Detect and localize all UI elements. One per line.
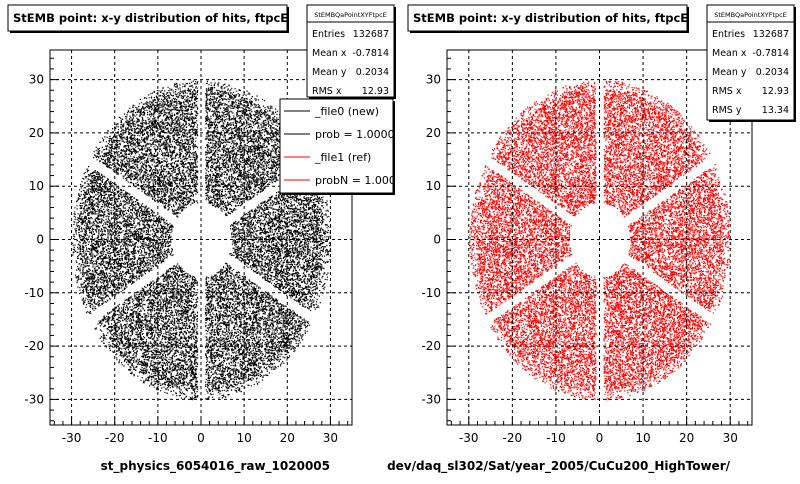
legend: _file0 (new) prob = 1.000000 _file1 (ref) p…	[284, 105, 417, 187]
stats-label: Mean x	[312, 48, 347, 59]
x-tick-label: 10	[237, 431, 252, 445]
legend-entry: _file1 (ref)	[314, 151, 371, 164]
x-tick-label: 0	[197, 431, 205, 445]
legend-entry: prob = 1.000000	[315, 128, 409, 141]
stats-label: RMS x	[712, 86, 742, 97]
x-tick-label: 30	[723, 431, 738, 445]
y-tick-label: -20	[421, 339, 441, 353]
stats-label: Entries	[712, 29, 745, 40]
y-tick-label: 30	[29, 73, 44, 87]
x-tick-label: 0	[596, 431, 604, 445]
stats-value: 132687	[353, 29, 389, 40]
x-tick-label: -10	[148, 431, 168, 445]
y-tick-label: -20	[24, 339, 44, 353]
title-box	[407, 4, 688, 32]
stats-value: -0.7814	[352, 48, 389, 59]
stats-box	[706, 4, 795, 121]
x-axis-label: dev/daq_sl302/Sat/year_2005/CuCu200_High…	[387, 459, 731, 474]
x-tick-label: -30	[459, 431, 479, 445]
stats-value: 12.93	[362, 86, 389, 97]
x-tick-label: -30	[62, 431, 82, 445]
y-tick-label: 10	[29, 179, 44, 193]
legend-entry: _file0 (new)	[314, 105, 379, 118]
y-tick-label: 0	[36, 233, 44, 247]
stats-value: 0.2034	[356, 67, 389, 78]
y-tick-label: -10	[421, 286, 441, 300]
x-axis-label: st_physics_6054016_raw_1020005	[101, 459, 330, 474]
y-tick-label: 0	[433, 233, 441, 247]
x-tick-label: 10	[635, 431, 650, 445]
x-tick-label: 20	[679, 431, 694, 445]
plot-panel-1: -30 -20 -10 0 10 20 30 30 20 10 0 -10 -20 -30 st_physi…	[7, 4, 417, 474]
plot-title: StEMB point: x-y distribution of hits, f…	[413, 11, 688, 25]
y-tick-label: 10	[426, 179, 441, 193]
x-tick-label: -20	[503, 431, 523, 445]
title-box	[7, 4, 288, 32]
stats-label: RMS x	[312, 86, 342, 97]
plot-title: StEMB point: x-y distribution of hits, f…	[13, 11, 288, 25]
y-tick-label: 20	[29, 126, 44, 140]
legend-entry: probN = 1.000000	[315, 174, 417, 187]
y-tick-label: -30	[421, 392, 441, 406]
stats-name: StEMBQaPointXYFtpcE	[314, 11, 387, 19]
stats-value: -0.7814	[752, 48, 789, 59]
x-tick-label: 20	[280, 431, 295, 445]
stats-label: Mean x	[712, 48, 747, 59]
stats-value: 132687	[753, 29, 789, 40]
scatter-points	[72, 80, 332, 401]
x-tick-label: 30	[323, 431, 338, 445]
stats-label: RMS y	[712, 105, 742, 116]
x-tick-label: -20	[105, 431, 125, 445]
x-tick-label: -10	[546, 431, 566, 445]
y-tick-label: 20	[426, 126, 441, 140]
scatter-points	[468, 80, 732, 401]
stats-label: Mean y	[312, 67, 347, 78]
stats-box	[306, 4, 395, 98]
stats-label: Entries	[312, 29, 345, 40]
plot-panel-2: -30 -20 -10 0 10 20 30 30 20 10 0 -10 -20 -30 dev/daq_…	[387, 4, 796, 474]
y-tick-label: -10	[24, 286, 44, 300]
stats-value: 13.34	[762, 105, 789, 116]
stats-name: StEMBQaPointXYFtpcE	[714, 11, 787, 19]
stats-value: 0.2034	[756, 67, 789, 78]
y-tick-label: -30	[24, 392, 44, 406]
y-tick-label: 30	[426, 73, 441, 87]
stats-value: 12.93	[762, 86, 789, 97]
stats-label: Mean y	[712, 67, 747, 78]
legend-box	[279, 98, 394, 194]
